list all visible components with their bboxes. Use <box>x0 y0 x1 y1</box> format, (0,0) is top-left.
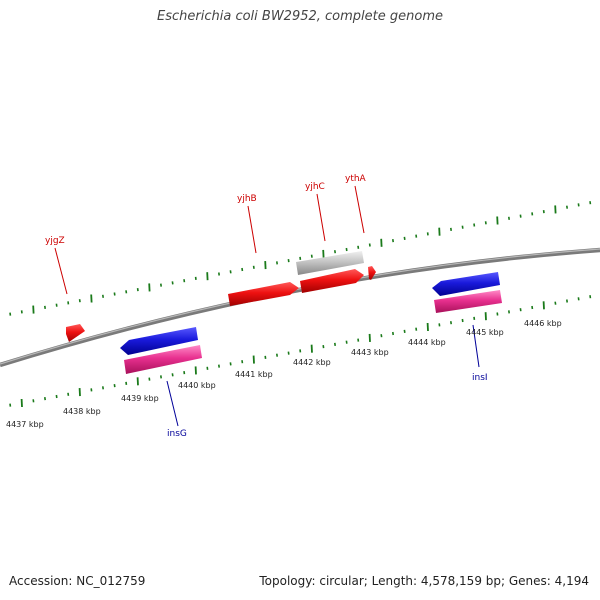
gene-yjhB-arrow[interactable] <box>228 282 299 306</box>
forward-strand-features <box>66 251 376 342</box>
kbp-label: 4437 kbp <box>6 420 44 429</box>
accession-text: Accession: NC_012759 <box>9 574 146 588</box>
lower-tick-track <box>9 295 592 408</box>
kbp-label: 4438 kbp <box>63 407 101 416</box>
gene-insG-pink-bar[interactable] <box>124 345 202 374</box>
label-yjgZ: yjgZ <box>45 236 65 246</box>
gene-yjgZ-arrow[interactable] <box>66 324 85 342</box>
kbp-label: 4444 kbp <box>408 338 446 347</box>
label-leaders <box>54 185 480 427</box>
kbp-label: 4440 kbp <box>178 381 216 390</box>
leader-insI <box>472 324 480 368</box>
leader-yjgZ <box>54 247 68 295</box>
leader-yjhC <box>316 193 326 242</box>
genome-backbone-highlight <box>0 248 600 365</box>
reverse-strand-features <box>120 272 502 374</box>
kbp-label: 4439 kbp <box>121 394 159 403</box>
kbp-label: 4441 kbp <box>235 370 273 379</box>
label-insG: insG <box>167 429 187 439</box>
kbp-labels: 4437 kbp 4438 kbp 4439 kbp 4440 kbp 4441… <box>6 319 562 429</box>
label-yjhB: yjhB <box>237 194 257 204</box>
gene-insI-blue-arrow[interactable] <box>432 272 500 296</box>
gene-ythA-arrow[interactable] <box>368 266 376 280</box>
kbp-label: 4443 kbp <box>351 348 389 357</box>
upper-tick-track <box>9 201 592 316</box>
map-title: Escherichia coli BW2952, complete genome <box>157 9 443 24</box>
gene-insG-blue-arrow[interactable] <box>120 327 198 355</box>
leader-yjhB <box>247 205 257 254</box>
genome-summary-text: Topology: circular; Length: 4,578,159 bp… <box>259 574 589 588</box>
feature-gray-block[interactable] <box>296 251 364 275</box>
leader-insG <box>166 380 179 427</box>
label-ythA: ythA <box>345 174 367 184</box>
gene-yjhC-arrow[interactable] <box>300 269 364 293</box>
kbp-label: 4446 kbp <box>524 319 562 328</box>
gene-labels: yjgZ yjhB yjhC ythA insG insI <box>45 174 488 439</box>
label-yjhC: yjhC <box>305 182 325 192</box>
leader-ythA <box>354 185 365 234</box>
kbp-label: 4442 kbp <box>293 358 331 367</box>
kbp-label: 4445 kbp <box>466 328 504 337</box>
label-insI: insI <box>472 373 488 383</box>
gene-insI-pink-bar[interactable] <box>434 290 502 313</box>
genome-backbone <box>0 247 600 368</box>
